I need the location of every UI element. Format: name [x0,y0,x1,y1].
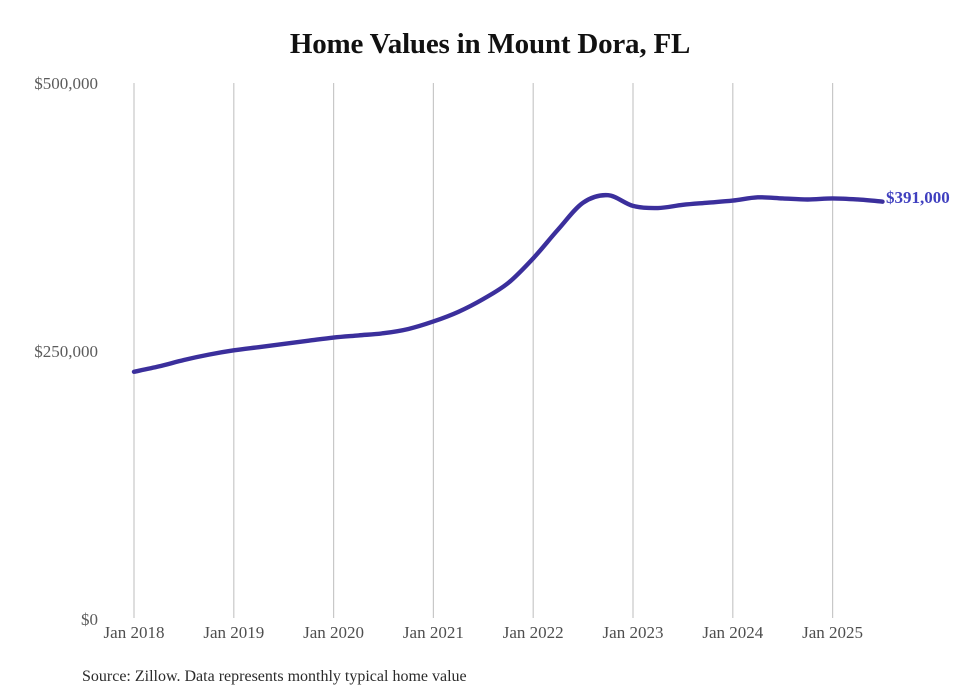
x-axis-tick-jan-2022: Jan 2022 [502,623,564,642]
x-axis-tick-jan-2023: Jan 2023 [602,623,664,642]
chart-title: Home Values in Mount Dora, FL [289,28,691,60]
x-axis-tick-jan-2021: Jan 2021 [402,623,464,642]
y-axis-tick-500000: $500,000 [34,74,98,93]
y-axis-tick-0: $0 [81,610,98,629]
x-axis-tick-jan-2019: Jan 2019 [203,623,265,642]
endpoint-value-label: $391,000 [886,188,950,207]
home-value-line [131,192,885,374]
x-axis-tick-jan-2020: Jan 2020 [303,623,365,642]
x-axis-tick-jan-2018: Jan 2018 [103,623,165,642]
x-axis-tick-jan-2025: Jan 2025 [802,623,864,642]
x-axis-tick-jan-2024: Jan 2024 [702,623,764,642]
source-note: Source: Zillow. Data represents monthly … [82,668,467,685]
gridlines [133,83,834,618]
y-axis-tick-250000: $250,000 [34,342,98,361]
